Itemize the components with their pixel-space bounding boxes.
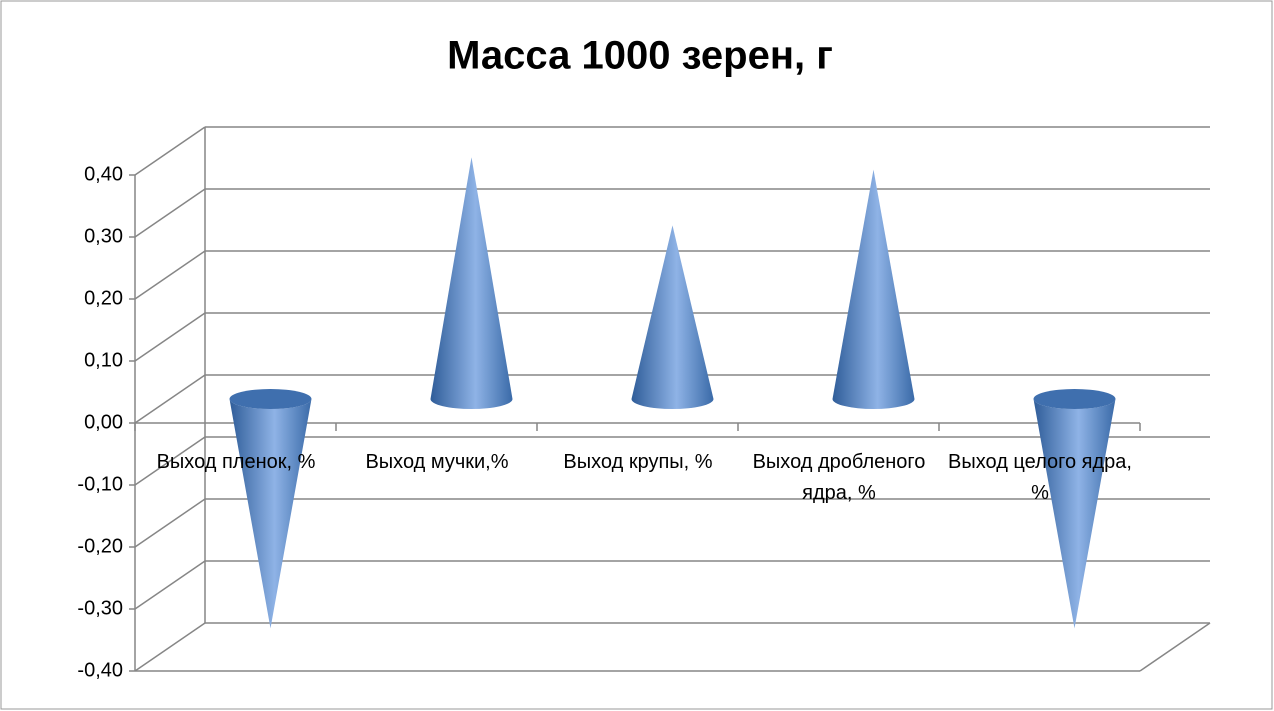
grid-line bbox=[134, 188, 206, 238]
x-tick-label: Выход пленок, % bbox=[156, 451, 316, 473]
y-tick-label: 0,10 bbox=[84, 349, 123, 371]
y-tick-label: -0,40 bbox=[77, 659, 123, 681]
cone-body bbox=[832, 169, 915, 409]
cone-cap bbox=[229, 389, 312, 409]
cone-body bbox=[1033, 399, 1116, 629]
grid-line bbox=[134, 250, 206, 300]
y-tick-label: -0,20 bbox=[77, 535, 123, 557]
cone bbox=[1033, 389, 1116, 629]
grid-line bbox=[134, 312, 206, 362]
cone bbox=[631, 225, 714, 409]
x-tick-label: Выход крупы, % bbox=[563, 451, 713, 473]
cone bbox=[229, 389, 312, 629]
grid-line bbox=[134, 436, 206, 486]
y-tick-label: 0,40 bbox=[84, 163, 123, 185]
grid-line bbox=[134, 498, 206, 548]
x-tick-label: Выход мучки,% bbox=[365, 451, 509, 473]
floor-side bbox=[1139, 622, 1211, 672]
y-tick-label: -0,30 bbox=[77, 597, 123, 619]
cone-cap bbox=[1033, 389, 1116, 409]
cone-body bbox=[229, 399, 312, 629]
grid-line bbox=[134, 374, 206, 424]
x-tick-label: Выход дробленого ядра, % bbox=[752, 451, 926, 504]
y-tick-label: 0,20 bbox=[84, 287, 123, 309]
y-tick-label: 0,30 bbox=[84, 225, 123, 247]
cone-body bbox=[631, 225, 714, 409]
cone-body bbox=[430, 157, 513, 409]
x-tick-label: Выход целого ядра, % bbox=[948, 451, 1132, 504]
grid-line bbox=[134, 560, 206, 610]
cone bbox=[430, 157, 513, 409]
cone bbox=[832, 169, 915, 409]
y-tick-label: 0,00 bbox=[84, 411, 123, 433]
chart-title: Масса 1000 зерен, г bbox=[447, 34, 833, 78]
grid-line bbox=[134, 622, 206, 672]
grid-line bbox=[134, 126, 206, 176]
y-tick-label: -0,10 bbox=[77, 473, 123, 495]
